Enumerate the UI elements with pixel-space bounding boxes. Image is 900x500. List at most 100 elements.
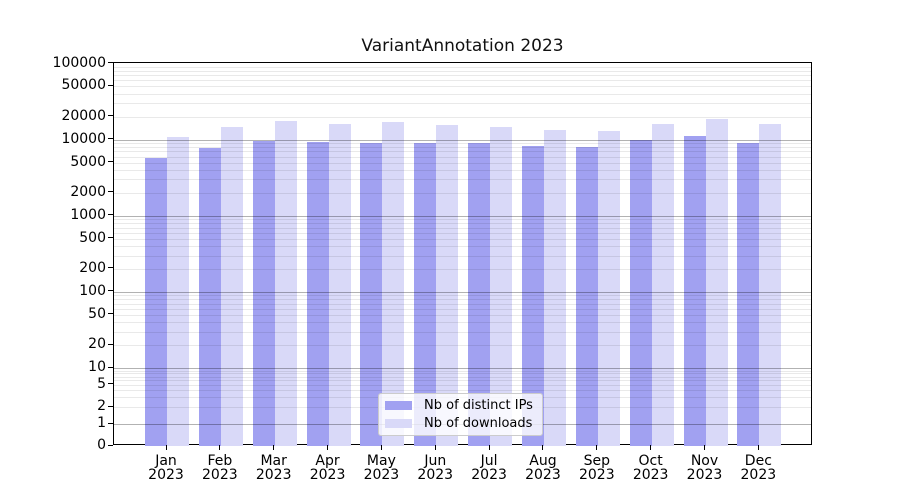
y-tick-mark — [108, 161, 113, 163]
gridline-minor — [114, 345, 811, 347]
gridline-minor — [114, 232, 811, 234]
gridline-minor — [114, 380, 811, 382]
gridline-minor — [114, 103, 811, 105]
x-tick-mark — [327, 445, 329, 450]
bar-downloads-apr — [328, 123, 351, 446]
x-tick-mark — [542, 445, 544, 450]
y-tick-label: 20 — [88, 336, 106, 353]
bar-downloads-feb — [220, 126, 243, 446]
gridline-minor — [114, 384, 811, 386]
y-tick-label: 5 — [97, 375, 106, 392]
y-tick-mark — [108, 214, 113, 216]
y-tick-label: 1 — [97, 415, 106, 431]
legend-label-distinct-ips: Nb of distinct IPs — [424, 398, 533, 414]
y-tick-mark — [108, 405, 113, 407]
gridline-minor — [114, 331, 811, 333]
chart-title: VariantAnnotation 2023 — [361, 36, 564, 56]
x-tick-year: 2023 — [471, 467, 507, 483]
gridline-minor — [114, 390, 811, 392]
y-tick-mark — [108, 290, 113, 292]
gridline-minor — [114, 373, 811, 375]
x-tick-year: 2023 — [309, 467, 346, 483]
gridline-minor — [114, 376, 811, 378]
x-tick-year: 2023 — [417, 467, 454, 483]
bar-downloads-jan — [167, 137, 189, 446]
legend-item-downloads: Nb of downloads — [385, 415, 542, 431]
x-tick-mark — [380, 445, 382, 450]
gridline-minor — [114, 169, 811, 171]
y-tick-label: 100 — [79, 282, 106, 299]
gridline-minor — [114, 255, 811, 257]
y-tick-label: 200 — [79, 259, 106, 276]
gridline-minor — [114, 93, 811, 95]
gridline-minor — [114, 268, 811, 270]
x-tick-label-oct: Oct 2023 — [619, 454, 683, 482]
y-tick-mark — [108, 383, 113, 385]
gridline-minor — [114, 238, 811, 240]
x-tick-year: 2023 — [632, 467, 669, 483]
gridline-minor — [114, 299, 811, 301]
gridline-minor — [114, 219, 811, 221]
y-tick-mark — [108, 237, 113, 239]
gridline-minor — [114, 80, 811, 82]
gridline-minor — [114, 162, 811, 164]
gridline-minor — [114, 179, 811, 181]
bar-downloads-mar — [274, 120, 297, 446]
legend: Nb of distinct IPs Nb of downloads — [378, 393, 543, 436]
y-tick-label: 5000 — [70, 153, 106, 170]
y-tick-mark — [108, 366, 113, 368]
bar-distinct-ips-jul — [468, 143, 491, 446]
bar-distinct-ips-dec — [737, 143, 760, 446]
gridline-minor — [114, 295, 811, 297]
x-tick-mark — [650, 445, 652, 450]
gridline-minor — [114, 303, 811, 305]
bar-downloads-may — [382, 122, 405, 446]
bar-distinct-ips-aug — [521, 146, 544, 446]
y-tick-mark — [108, 422, 113, 424]
y-tick-mark — [108, 84, 113, 86]
y-tick-mark — [108, 115, 113, 117]
x-tick-month: Nov — [690, 453, 719, 469]
x-tick-label-jan: Jan 2023 — [134, 454, 198, 482]
gridline-minor — [114, 143, 811, 145]
y-tick-label: 10000 — [61, 130, 106, 147]
gridline-major — [114, 368, 811, 369]
x-tick-year: 2023 — [740, 467, 777, 483]
x-tick-year: 2023 — [686, 467, 723, 483]
gridline-minor — [114, 86, 811, 88]
legend-swatch-distinct-ips — [385, 401, 412, 411]
gridline-minor — [114, 70, 811, 72]
y-tick-mark — [108, 191, 113, 193]
x-tick-label-mar: Mar 2023 — [242, 454, 306, 482]
x-tick-year: 2023 — [255, 467, 292, 483]
x-tick-label-jul: Jul 2023 — [457, 454, 521, 482]
bar-downloads-dec — [759, 123, 782, 446]
gridline-minor — [114, 246, 811, 248]
gridline-major — [114, 139, 811, 141]
gridline-minor — [114, 156, 811, 158]
x-tick-mark — [434, 445, 436, 450]
bar-distinct-ips-may — [360, 143, 383, 446]
gridline-minor — [114, 308, 811, 310]
gridline-minor — [114, 192, 811, 194]
bar-distinct-ips-sep — [575, 147, 598, 446]
gridline-minor — [114, 116, 811, 118]
gridline-minor — [114, 147, 811, 148]
gridline-minor — [114, 151, 811, 153]
bar-downloads-aug — [543, 130, 566, 446]
gridline-minor — [114, 66, 811, 68]
x-tick-label-jun: Jun 2023 — [403, 454, 467, 482]
y-tick-label: 2000 — [70, 183, 106, 200]
x-tick-year: 2023 — [148, 467, 184, 483]
y-tick-label: 50000 — [61, 77, 106, 94]
x-tick-label-aug: Aug 2023 — [511, 454, 575, 482]
bar-distinct-ips-jun — [414, 143, 437, 446]
x-tick-year: 2023 — [202, 467, 238, 483]
x-tick-month: Oct — [638, 453, 663, 469]
y-tick-mark — [108, 313, 113, 315]
bar-distinct-ips-feb — [198, 148, 221, 446]
x-tick-month: Mar — [260, 453, 287, 469]
x-tick-label-nov: Nov 2023 — [673, 454, 737, 482]
y-tick-mark — [108, 62, 113, 63]
legend-item-distinct-ips: Nb of distinct IPs — [385, 398, 542, 414]
